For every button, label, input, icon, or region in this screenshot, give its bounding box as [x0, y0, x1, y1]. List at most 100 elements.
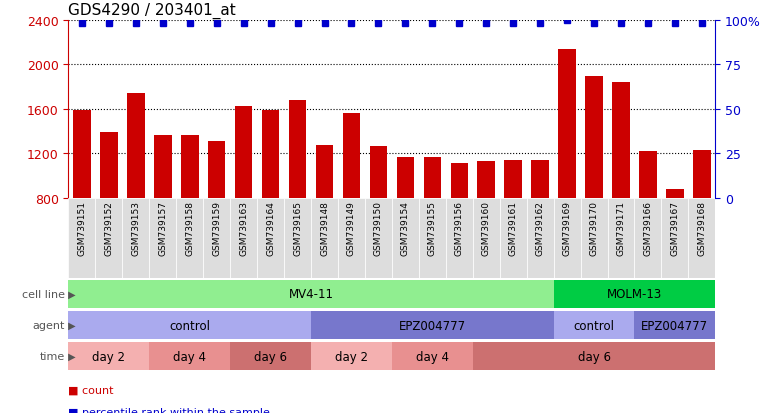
Bar: [316, 146, 333, 198]
Text: day 2: day 2: [335, 350, 368, 363]
FancyBboxPatch shape: [311, 198, 338, 279]
Bar: [424, 158, 441, 198]
Bar: [585, 77, 603, 198]
Bar: [613, 83, 630, 198]
Text: GSM739160: GSM739160: [482, 201, 491, 256]
Bar: [531, 161, 549, 198]
Text: GSM739152: GSM739152: [104, 201, 113, 255]
FancyBboxPatch shape: [68, 311, 311, 339]
Text: time: time: [40, 351, 65, 361]
Bar: [342, 114, 360, 198]
FancyBboxPatch shape: [473, 198, 500, 279]
Text: EPZ004777: EPZ004777: [399, 319, 466, 332]
Text: MOLM-13: MOLM-13: [607, 288, 662, 301]
FancyBboxPatch shape: [338, 198, 365, 279]
FancyBboxPatch shape: [473, 342, 715, 370]
FancyBboxPatch shape: [203, 198, 230, 279]
FancyBboxPatch shape: [149, 342, 230, 370]
Text: GSM739170: GSM739170: [590, 201, 599, 256]
Text: GSM739169: GSM739169: [562, 201, 572, 256]
FancyBboxPatch shape: [311, 342, 392, 370]
Text: day 4: day 4: [416, 350, 449, 363]
FancyBboxPatch shape: [123, 198, 149, 279]
Text: EPZ004777: EPZ004777: [642, 319, 708, 332]
FancyBboxPatch shape: [607, 198, 635, 279]
Bar: [693, 150, 711, 198]
Text: ▶: ▶: [65, 320, 75, 330]
Text: GSM739161: GSM739161: [508, 201, 517, 256]
Bar: [505, 161, 522, 198]
Bar: [73, 111, 91, 198]
Text: GSM739165: GSM739165: [293, 201, 302, 256]
Bar: [127, 94, 145, 198]
FancyBboxPatch shape: [392, 342, 473, 370]
Bar: [666, 189, 683, 198]
FancyBboxPatch shape: [689, 198, 715, 279]
FancyBboxPatch shape: [553, 280, 715, 309]
Text: day 6: day 6: [254, 350, 287, 363]
Text: control: control: [574, 319, 615, 332]
Text: GSM739167: GSM739167: [670, 201, 680, 256]
FancyBboxPatch shape: [230, 342, 311, 370]
Text: ▶: ▶: [65, 289, 75, 299]
Text: ▶: ▶: [65, 351, 75, 361]
Text: agent: agent: [32, 320, 65, 330]
Text: GSM739162: GSM739162: [536, 201, 545, 255]
Text: GSM739155: GSM739155: [428, 201, 437, 256]
Text: day 4: day 4: [174, 350, 206, 363]
Text: GSM739157: GSM739157: [158, 201, 167, 256]
Bar: [396, 157, 414, 198]
Text: GSM739168: GSM739168: [697, 201, 706, 256]
FancyBboxPatch shape: [635, 198, 661, 279]
FancyBboxPatch shape: [284, 198, 311, 279]
FancyBboxPatch shape: [311, 311, 553, 339]
Text: ■ percentile rank within the sample: ■ percentile rank within the sample: [68, 407, 270, 413]
Bar: [262, 111, 279, 198]
Bar: [451, 164, 468, 198]
Text: day 6: day 6: [578, 350, 610, 363]
Bar: [154, 136, 171, 198]
FancyBboxPatch shape: [553, 198, 581, 279]
FancyBboxPatch shape: [446, 198, 473, 279]
Bar: [639, 152, 657, 198]
FancyBboxPatch shape: [553, 311, 635, 339]
Text: GSM739159: GSM739159: [212, 201, 221, 256]
Bar: [100, 133, 118, 198]
FancyBboxPatch shape: [230, 198, 257, 279]
Text: cell line: cell line: [21, 289, 65, 299]
Text: day 2: day 2: [92, 350, 126, 363]
Text: GSM739151: GSM739151: [78, 201, 87, 256]
FancyBboxPatch shape: [149, 198, 177, 279]
Bar: [208, 142, 225, 198]
Bar: [181, 136, 199, 198]
Text: GSM739171: GSM739171: [616, 201, 626, 256]
Text: GSM739149: GSM739149: [347, 201, 356, 255]
FancyBboxPatch shape: [68, 342, 149, 370]
FancyBboxPatch shape: [392, 198, 419, 279]
Text: GSM739158: GSM739158: [185, 201, 194, 256]
Text: GDS4290 / 203401_at: GDS4290 / 203401_at: [68, 3, 236, 19]
FancyBboxPatch shape: [527, 198, 553, 279]
Text: GSM739153: GSM739153: [132, 201, 140, 256]
Text: ■ count: ■ count: [68, 385, 114, 394]
Text: GSM739150: GSM739150: [374, 201, 383, 256]
Text: control: control: [169, 319, 210, 332]
Text: GSM739156: GSM739156: [455, 201, 463, 256]
Text: GSM739154: GSM739154: [401, 201, 410, 255]
Text: GSM739164: GSM739164: [266, 201, 275, 255]
FancyBboxPatch shape: [500, 198, 527, 279]
FancyBboxPatch shape: [419, 198, 446, 279]
FancyBboxPatch shape: [95, 198, 123, 279]
Bar: [370, 147, 387, 198]
Text: GSM739148: GSM739148: [320, 201, 329, 255]
FancyBboxPatch shape: [365, 198, 392, 279]
FancyBboxPatch shape: [68, 280, 553, 309]
Bar: [559, 50, 576, 198]
FancyBboxPatch shape: [661, 198, 689, 279]
FancyBboxPatch shape: [68, 198, 95, 279]
FancyBboxPatch shape: [177, 198, 203, 279]
FancyBboxPatch shape: [635, 311, 715, 339]
FancyBboxPatch shape: [257, 198, 284, 279]
Bar: [289, 100, 307, 198]
Bar: [477, 161, 495, 198]
